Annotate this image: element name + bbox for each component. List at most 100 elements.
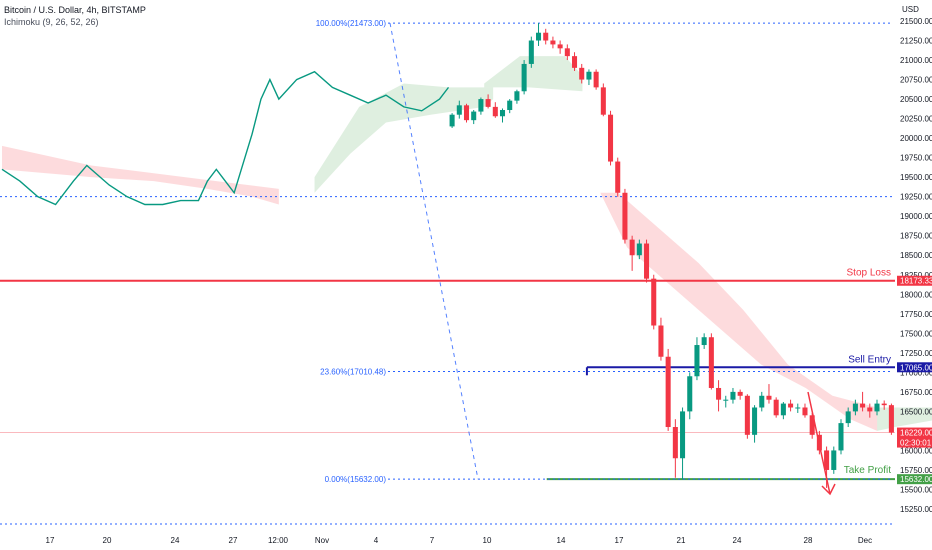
time-tick-label: 7 [430, 536, 435, 545]
candle-body [766, 395, 772, 400]
price-tick-label: 17750.00 [900, 310, 932, 319]
price-series-line [1, 70, 450, 206]
price-tick-label: 20250.00 [900, 115, 932, 124]
candle-body [449, 114, 455, 127]
price-tick-label: 18000.00 [900, 290, 932, 299]
candle [687, 372, 693, 420]
price-tick-label: 21000.00 [900, 56, 932, 65]
candle-body [478, 99, 484, 112]
candle [838, 419, 844, 455]
candle [615, 157, 621, 197]
candle-body [528, 40, 534, 64]
candle-body [463, 105, 470, 121]
candle [456, 100, 462, 119]
candle-body [485, 99, 491, 107]
chart-legend: Bitcoin / U.S. Dollar, 4h, BITSTAMP Ichi… [4, 4, 146, 28]
candle [499, 108, 506, 123]
time-tick-label: 27 [229, 536, 238, 545]
candle-body [586, 71, 592, 80]
annotations: Stop Loss Sell Entry Take Profit [807, 268, 891, 496]
price-tick-label: 20500.00 [900, 95, 932, 104]
candle-body [687, 376, 693, 412]
price-tick-label: 17000.00 [900, 368, 932, 377]
candle-body [780, 403, 786, 416]
candle [492, 102, 498, 118]
candle-body [658, 325, 664, 357]
stop-loss-price-badge: 18173.33 [900, 277, 932, 286]
candle-body [629, 239, 635, 256]
candle-body [701, 337, 707, 346]
candle [449, 113, 455, 128]
symbol-title: Bitcoin / U.S. Dollar, 4h, BITSTAMP [4, 5, 146, 15]
candle [507, 99, 513, 114]
candle [888, 403, 894, 435]
candle-body [507, 100, 513, 111]
candle-body [615, 161, 621, 193]
candle-body [845, 411, 851, 424]
candle [528, 36, 534, 68]
price-axis: USD 21500.00 21250.00 21000.00 20750.00 20500… [897, 5, 932, 514]
sell-entry-label: Sell Entry [848, 354, 891, 365]
candle-body [492, 106, 498, 117]
candle [535, 23, 542, 46]
candle-body [557, 44, 563, 49]
price-tick-label: 18250.00 [900, 271, 932, 280]
fib-level-label: 23.60%(17010.48) [320, 368, 386, 377]
time-tick-label: 10 [483, 536, 492, 545]
candle-body [874, 403, 880, 412]
price-tick-label: 18750.00 [900, 232, 932, 241]
candle-body [723, 399, 729, 401]
fib-level-label: 0.00%(15632.00) [325, 475, 387, 484]
candle-body [852, 403, 858, 412]
take-profit-price-badge-bg [897, 474, 932, 485]
time-tick-label: 12:00 [268, 536, 289, 545]
candle-body [860, 403, 866, 408]
price-tick-label: 16750.00 [900, 388, 932, 397]
candle [773, 397, 779, 418]
candle [845, 407, 851, 428]
candle-body [608, 114, 614, 162]
candle-body [672, 427, 678, 459]
candle [809, 412, 815, 439]
price-tick-label: 19750.00 [900, 154, 932, 163]
candle [600, 83, 606, 117]
candle-body [499, 110, 506, 117]
price-tick-label: 16000.00 [900, 446, 932, 455]
sell-entry-price-badge-bg [897, 362, 932, 373]
candle [572, 52, 578, 71]
candle [564, 44, 570, 61]
price-tick-label: 15750.00 [900, 466, 932, 475]
time-tick-label: 21 [677, 536, 686, 545]
time-tick-label: 24 [171, 536, 180, 545]
candle-body [788, 403, 794, 408]
candle [586, 69, 592, 86]
candle-body [802, 407, 808, 416]
price-tick-label: 19500.00 [900, 173, 932, 182]
candle-body [752, 407, 758, 435]
candle-body [809, 415, 815, 435]
candle [629, 235, 635, 271]
candle [651, 274, 657, 330]
candle [644, 239, 650, 283]
time-tick-label: 20 [103, 536, 112, 545]
candle [730, 387, 736, 404]
down-arrow-head [821, 483, 836, 496]
fib-level-label: 100.00%(21473.00) [316, 19, 387, 28]
candle-body [831, 450, 837, 470]
stop-loss-label: Stop Loss [847, 268, 891, 279]
candle [463, 103, 470, 123]
candle-body [694, 345, 700, 377]
candle [802, 403, 808, 418]
candle [795, 403, 801, 413]
candle [780, 402, 786, 420]
candle [478, 97, 484, 115]
price-tick-label: 21500.00 [900, 17, 932, 26]
candle-body [708, 337, 714, 388]
candle-body [651, 278, 657, 326]
candle [521, 60, 527, 95]
candle [881, 400, 887, 410]
candle [708, 333, 714, 390]
candle-body [593, 71, 599, 88]
time-tick-label: Dec [858, 536, 872, 545]
